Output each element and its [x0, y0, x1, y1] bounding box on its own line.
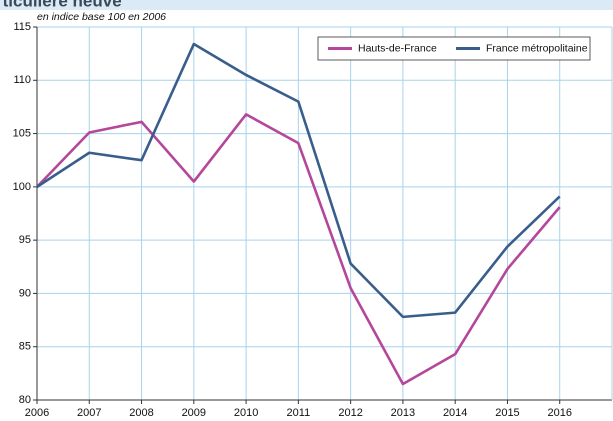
x-tick-label: 2015: [495, 407, 519, 419]
y-tick-label: 90: [19, 287, 31, 299]
y-tick-label: 115: [13, 21, 31, 33]
x-tick-label: 2007: [77, 407, 101, 419]
series-line: [36, 113, 561, 386]
x-tick-label: 2012: [338, 407, 362, 419]
y-tick-label: 105: [13, 127, 31, 139]
legend-label: Hauts-de-France: [358, 42, 437, 54]
chart-title: rticulière neuve: [0, 0, 122, 10]
x-tick-label: 2011: [287, 407, 311, 419]
series-line: [36, 42, 561, 319]
x-tick-label: 2013: [391, 407, 415, 419]
header-band: [0, 0, 613, 10]
x-tick-label: 2010: [234, 407, 258, 419]
x-tick-label: 2016: [547, 407, 571, 419]
x-tick-label: 2008: [129, 407, 153, 419]
legend-label: France métropolitaine: [486, 42, 588, 54]
x-tick-label: 2014: [443, 407, 467, 419]
y-tick-label: 100: [13, 181, 31, 193]
x-tick-label: 2009: [182, 407, 206, 419]
x-tick-label: 2006: [25, 407, 49, 419]
y-tick-label: 80: [19, 394, 31, 406]
y-tick-label: 95: [19, 234, 31, 246]
y-tick-label: 110: [13, 74, 31, 86]
legend-box: [317, 36, 591, 61]
y-tick-label: 85: [19, 341, 31, 353]
chart-subtitle: en indice base 100 en 2006: [37, 11, 166, 23]
